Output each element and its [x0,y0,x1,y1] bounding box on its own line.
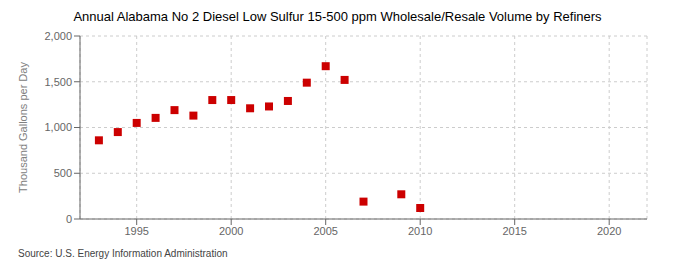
svg-text:1,500: 1,500 [44,76,72,88]
svg-text:2000: 2000 [219,225,243,237]
svg-text:1,000: 1,000 [44,121,72,133]
html-text:Annual Alabama No 2 Diesel Low: Annual Alabama No 2 Diesel Low Sulfur 15… [73,9,602,24]
html-text:Source: U.S. Energy Informatio: Source: U.S. Energy Information Administ… [18,248,228,259]
svg-text:2,000: 2,000 [44,30,72,42]
svg-text:1995: 1995 [124,225,148,237]
svg-text:Thousand Gallons per Day: Thousand Gallons per Day [17,62,29,193]
svg-text:0: 0 [66,213,72,225]
svg-text:2010: 2010 [408,225,432,237]
svg-text:2015: 2015 [502,225,526,237]
svg-text:2020: 2020 [597,225,621,237]
svg-text:2005: 2005 [313,225,337,237]
svg-text:500: 500 [54,167,72,179]
